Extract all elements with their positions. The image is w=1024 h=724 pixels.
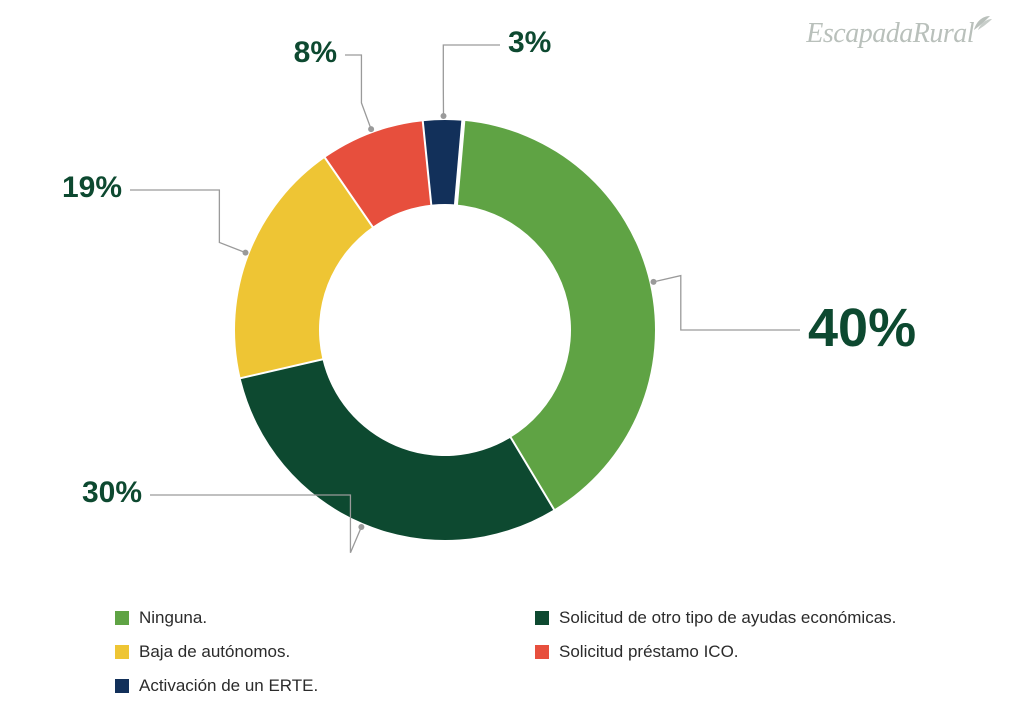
segment-label-baja: 19% — [62, 171, 122, 205]
legend-label: Ninguna. — [139, 608, 207, 628]
legend-item-erte: Activación de un ERTE. — [115, 676, 515, 696]
segment-label-ico: 8% — [294, 36, 337, 70]
segment-label-ninguna: 40% — [808, 297, 916, 359]
leader-line — [654, 276, 800, 330]
legend-label: Solicitud de otro tipo de ayudas económi… — [559, 608, 896, 628]
segment-label-erte: 3% — [508, 26, 551, 60]
legend-swatch — [535, 611, 549, 625]
donut-chart: 40% 30% 19% 8% 3% — [0, 0, 1024, 620]
leader-line — [443, 45, 500, 116]
leader-line — [345, 55, 371, 129]
legend: Ninguna. Solicitud de otro tipo de ayudas… — [115, 608, 935, 696]
legend-swatch — [115, 679, 129, 693]
leader-line — [130, 190, 245, 253]
legend-label: Baja de autónomos. — [139, 642, 290, 662]
legend-item-ico: Solicitud préstamo ICO. — [535, 642, 935, 662]
legend-label: Activación de un ERTE. — [139, 676, 318, 696]
legend-item-otro: Solicitud de otro tipo de ayudas económi… — [535, 608, 935, 628]
leader-dot — [368, 126, 374, 132]
segment-label-otro: 30% — [82, 476, 142, 510]
legend-swatch — [535, 645, 549, 659]
donut-segment-otro — [240, 358, 553, 540]
leader-dot — [358, 524, 364, 530]
legend-swatch — [115, 645, 129, 659]
leader-dot — [242, 250, 248, 256]
legend-item-baja: Baja de autónomos. — [115, 642, 515, 662]
legend-item-ninguna: Ninguna. — [115, 608, 515, 628]
legend-label: Solicitud préstamo ICO. — [559, 642, 739, 662]
leader-dot — [651, 279, 657, 285]
leader-dot — [441, 113, 447, 119]
legend-swatch — [115, 611, 129, 625]
